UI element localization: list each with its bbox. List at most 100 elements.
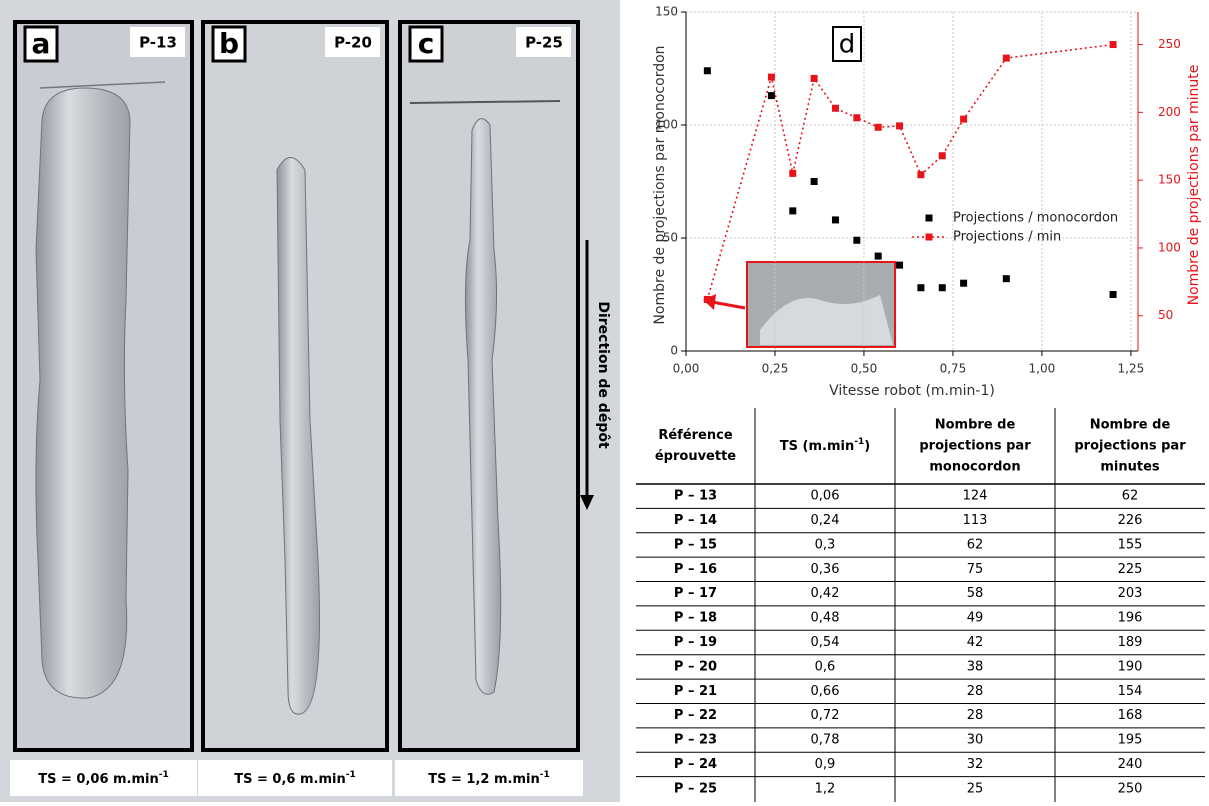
table-cell: 195	[1118, 733, 1143, 748]
y-tick-label: 50	[663, 231, 678, 245]
table-cell: 25	[967, 781, 984, 796]
panel-letter-box	[23, 25, 59, 63]
y-tick-label: 150	[655, 5, 678, 19]
x-tick-label: 0,75	[940, 362, 967, 376]
text-part: TS = 1,2 m.min	[428, 772, 539, 787]
table-cell: 168	[1118, 708, 1143, 723]
table-cell: 240	[1118, 757, 1143, 772]
panel-letter-box	[832, 26, 862, 62]
superscript: -1	[159, 770, 169, 780]
data-point	[938, 284, 946, 292]
x-tick-label: 1,25	[1118, 362, 1145, 376]
y2-tick-label: 150	[1158, 173, 1181, 187]
table-cell: 225	[1118, 562, 1143, 577]
y-axis-label: Nombre de projections par monocordon	[652, 45, 668, 324]
table-cell: P – 17	[674, 586, 717, 601]
substrate-edge	[39, 81, 166, 89]
data-point	[703, 67, 711, 75]
column-header: Nombre de	[1090, 418, 1171, 433]
column-header: projections par	[1074, 439, 1186, 454]
direction-label: Direction de dépôt	[595, 301, 611, 449]
ref-label: P-20	[334, 34, 372, 52]
data-point	[917, 171, 925, 179]
data-point	[1002, 275, 1010, 283]
legend-label: Projections / min	[953, 230, 1061, 245]
text-part: TS = 0,06 m.min	[38, 772, 159, 787]
table-cell: 155	[1118, 537, 1143, 552]
y-tick-label: 0	[670, 344, 678, 358]
table-cell: 62	[967, 537, 984, 552]
data-point	[960, 115, 968, 123]
caption-box	[10, 760, 197, 796]
inset-detail	[760, 295, 893, 345]
y2-tick-label: 250	[1158, 37, 1181, 51]
table-cell: 42	[967, 635, 984, 650]
panel-letter: a	[32, 27, 51, 60]
table-cell: P – 20	[674, 659, 717, 674]
table-cell: 32	[967, 757, 984, 772]
table-cell: 154	[1118, 684, 1143, 699]
column-header: monocordon	[929, 460, 1020, 475]
table-cell: P – 25	[674, 781, 717, 796]
data-point	[896, 261, 904, 269]
table-cell: 75	[967, 562, 984, 577]
table-cell: 0,06	[811, 489, 840, 504]
column-header: minutes	[1100, 460, 1160, 475]
ref-label: P-13	[139, 34, 177, 52]
table-cell: P – 23	[674, 733, 717, 748]
superscript: -1	[346, 770, 356, 780]
data-point	[1109, 41, 1117, 49]
text-part: TS (m.min	[780, 439, 854, 454]
table-cell: P – 16	[674, 562, 717, 577]
ref-box	[130, 27, 185, 57]
table-cell: P – 14	[674, 513, 717, 528]
table-cell: 0,6	[815, 659, 836, 674]
table-cell: 28	[967, 684, 984, 699]
table-cell: 190	[1118, 659, 1143, 674]
table-cell: P – 13	[674, 489, 717, 504]
table-cell: 0,36	[811, 562, 840, 577]
column-header: Référence	[658, 428, 732, 443]
x-tick-label: 0,00	[673, 362, 700, 376]
table-cell: 196	[1118, 611, 1143, 626]
panel-letter-box	[408, 25, 444, 63]
panel-letter-box	[211, 25, 247, 63]
table-cell: 0,24	[811, 513, 840, 528]
table-cell: P – 24	[674, 757, 717, 772]
data-point	[896, 122, 904, 130]
y2-axis-label: Nombre de projections par minute	[1186, 65, 1202, 306]
data-point	[938, 152, 946, 160]
data-point	[1002, 54, 1010, 62]
table-cell: P – 15	[674, 537, 717, 552]
column-header: TS (m.min-1)	[780, 437, 870, 454]
panel-letter: b	[219, 27, 239, 60]
column-header: éprouvette	[655, 449, 736, 464]
data-point	[810, 178, 818, 185]
text-part: )	[864, 439, 870, 454]
table-cell: 0,3	[815, 537, 836, 552]
data-point	[1109, 291, 1117, 298]
y-tick-label: 100	[655, 118, 678, 132]
column-header: projections par	[919, 439, 1031, 454]
data-point	[810, 74, 818, 82]
table-cell: 0,48	[811, 611, 840, 626]
table-cell: 0,78	[811, 733, 840, 748]
data-point	[703, 295, 711, 303]
bead	[276, 157, 321, 715]
panel-caption: TS = 0,06 m.min-1	[38, 770, 169, 787]
panel-letter: c	[418, 27, 435, 60]
data-point	[874, 123, 882, 131]
table-cell: P – 18	[674, 611, 717, 626]
text-part: TS = 0,6 m.min	[234, 772, 345, 787]
legend-marker	[925, 214, 933, 222]
data-point	[853, 236, 861, 244]
table-cell: 1,2	[815, 781, 836, 796]
table-cell: 250	[1118, 781, 1143, 796]
ref-box	[325, 27, 380, 57]
x-tick-label: 1,00	[1029, 362, 1056, 376]
table-cell: 113	[963, 513, 988, 528]
panel-letter: d	[839, 30, 856, 60]
caption-box	[395, 760, 583, 796]
table-cell: 58	[967, 586, 984, 601]
table-cell: 0,42	[811, 586, 840, 601]
